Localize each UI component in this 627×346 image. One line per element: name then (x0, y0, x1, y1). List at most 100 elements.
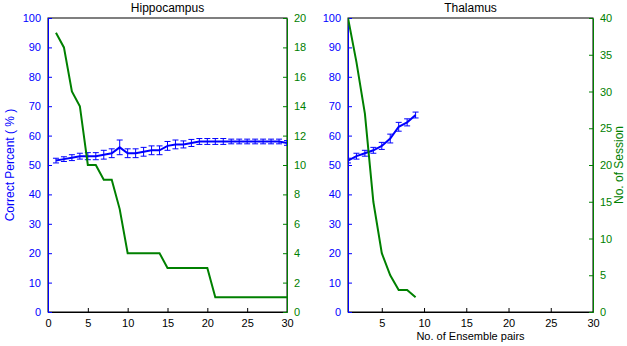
tick-mark (348, 224, 352, 225)
tick-mark (283, 165, 287, 166)
tick: 90 (329, 41, 352, 53)
error-bar (370, 147, 376, 153)
tick-label: 100 (23, 12, 41, 24)
y-axis: 0102030405060708090100 (323, 12, 352, 318)
tick-mark (348, 165, 352, 166)
axis-line (287, 19, 288, 313)
tick-label: 20 (503, 317, 515, 329)
tick-label: 80 (329, 71, 341, 83)
error-bar (157, 146, 163, 155)
tick-label: 5 (600, 269, 606, 281)
tick-mark (48, 165, 52, 166)
tick: 10 (283, 159, 306, 171)
tick-mark (589, 92, 593, 93)
plot-frame (348, 18, 593, 312)
tick: 5 (85, 308, 91, 329)
chart-figure: 0510152025300102030405060708090100024681… (0, 0, 627, 346)
tick-label: 20 (294, 12, 306, 24)
tick-label: 0 (600, 306, 606, 318)
tick: 20 (589, 159, 612, 171)
tick-mark (348, 283, 352, 284)
error-bar (252, 139, 258, 144)
tick-label: 20 (329, 247, 341, 259)
tick-mark (589, 275, 593, 276)
tick-label: 80 (29, 71, 41, 83)
error-bar (404, 119, 410, 126)
tick-label: 12 (294, 130, 306, 142)
tick-mark (424, 308, 425, 312)
tick-mark (88, 308, 89, 312)
y-axis: 0102030405060708090100 (23, 12, 52, 318)
tick: 15 (461, 308, 473, 329)
error-bar (180, 141, 186, 148)
tick-mark (589, 128, 593, 129)
error-bar (413, 112, 419, 118)
tick: 20 (283, 12, 306, 24)
tick: 25 (589, 122, 612, 134)
tick-mark (283, 194, 287, 195)
error-bar (61, 157, 67, 162)
tick-label: 25 (545, 317, 557, 329)
tick-label: 5 (379, 317, 385, 329)
tick-mark (168, 308, 169, 312)
tick-mark (589, 18, 593, 19)
tick: 5 (379, 308, 385, 329)
tick-label: 2 (294, 277, 300, 289)
tick-mark (48, 77, 52, 78)
tick-mark (283, 224, 287, 225)
tick-label: 0 (45, 317, 51, 329)
error-bar (236, 139, 242, 144)
tick: 100 (23, 12, 52, 24)
tick: 10 (122, 308, 134, 329)
tick-label: 10 (122, 317, 134, 329)
x-axis: 051015202530 (45, 308, 293, 329)
tick: 12 (283, 130, 306, 142)
tick-label: 30 (29, 218, 41, 230)
tick: 70 (29, 100, 52, 112)
tick: 4 (283, 247, 300, 259)
tick-mark (589, 55, 593, 56)
y2-axis-title: No. of Session (612, 126, 626, 204)
tick: 18 (283, 41, 306, 53)
tick: 0 (35, 306, 52, 318)
chart-title: Hippocampus (131, 1, 204, 15)
tick-label: 20 (202, 317, 214, 329)
tick: 60 (29, 130, 52, 142)
tick-mark (48, 47, 52, 48)
tick-mark (589, 165, 593, 166)
tick-label: 25 (242, 317, 254, 329)
x-axis: 51015202530 (349, 308, 600, 329)
tick-mark (283, 136, 287, 137)
tick: 10 (329, 277, 352, 289)
tick: 6 (283, 218, 300, 230)
tick-label: 60 (329, 130, 341, 142)
tick: 10 (29, 277, 52, 289)
tick: 80 (329, 71, 352, 83)
subplot: 0510152025300102030405060708090100024681… (3, 1, 306, 329)
error-bar (268, 139, 274, 144)
tick-label: 20 (29, 247, 41, 259)
error-bar (165, 141, 171, 150)
tick-label: 15 (162, 317, 174, 329)
tick-mark (283, 18, 287, 19)
error-bar (244, 139, 250, 144)
series-line (56, 33, 287, 298)
tick-mark (589, 312, 593, 313)
tick: 0 (589, 306, 606, 318)
error-bar (379, 142, 385, 149)
tick: 25 (545, 308, 557, 329)
tick: 40 (329, 188, 352, 200)
tick-label: 10 (329, 277, 341, 289)
series-line (348, 115, 416, 161)
tick: 0 (283, 306, 300, 318)
tick-label: 20 (600, 159, 612, 171)
tick-label: 90 (329, 41, 341, 53)
error-bar (109, 149, 115, 158)
tick-label: 100 (323, 12, 341, 24)
tick-mark (348, 136, 352, 137)
error-bar (260, 139, 266, 144)
x-axis-title: No. of Ensemble pairs (416, 330, 525, 342)
tick: 30 (29, 218, 52, 230)
tick-mark (589, 202, 593, 203)
tick-label: 90 (29, 41, 41, 53)
